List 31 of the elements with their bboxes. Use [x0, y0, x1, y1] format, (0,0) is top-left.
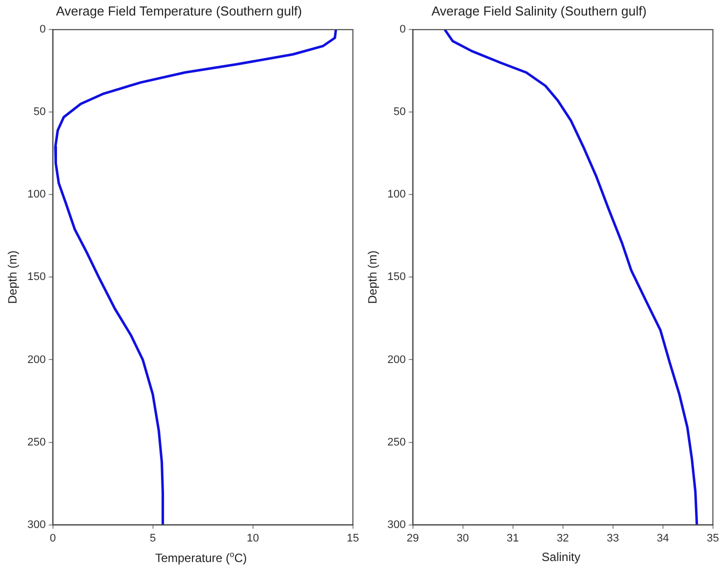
y-tick-label: 100	[387, 188, 406, 201]
y-tick-label: 150	[27, 271, 46, 284]
chart-title: Average Field Salinity (Southern gulf)	[431, 3, 647, 18]
x-axis-title: Temperature ($^{o}$C)	[154, 550, 248, 565]
y-tick-label: 200	[27, 354, 46, 366]
x-tick-label: 10	[246, 532, 259, 544]
x-tick-label: 35	[706, 532, 720, 544]
x-tick-label: 33	[606, 532, 619, 544]
y-tick-label: 0	[40, 24, 46, 36]
x-tick-label: 29	[406, 532, 419, 544]
y-tick-label: 200	[387, 354, 406, 366]
x-tick-label: 30	[456, 532, 469, 544]
y-tick-label: 250	[27, 436, 46, 448]
x-tick-label: 32	[556, 532, 569, 544]
y-tick-label: 300	[387, 518, 406, 531]
x-tick-label: 34	[656, 532, 669, 544]
chart-title: Average Field Temperature (Southern gulf)	[56, 3, 302, 18]
x-axis-title: Salinity	[540, 550, 582, 564]
y-tick-label: 50	[394, 106, 406, 118]
y-axis-title: Depth (m)	[6, 250, 20, 304]
x-tick-label: 31	[506, 532, 519, 544]
y-tick-label: 250	[387, 436, 406, 448]
x-tick-label: 0	[50, 532, 56, 544]
x-tick-label: 15	[346, 532, 360, 544]
y-tick-label: 150	[387, 271, 406, 284]
y-tick-label: 300	[27, 518, 46, 531]
x-tick-label: 5	[150, 532, 156, 544]
y-tick-label: 100	[27, 188, 46, 201]
y-axis-title: Depth (m)	[366, 250, 380, 304]
y-tick-label: 50	[34, 106, 46, 118]
y-tick-label: 0	[400, 24, 406, 36]
